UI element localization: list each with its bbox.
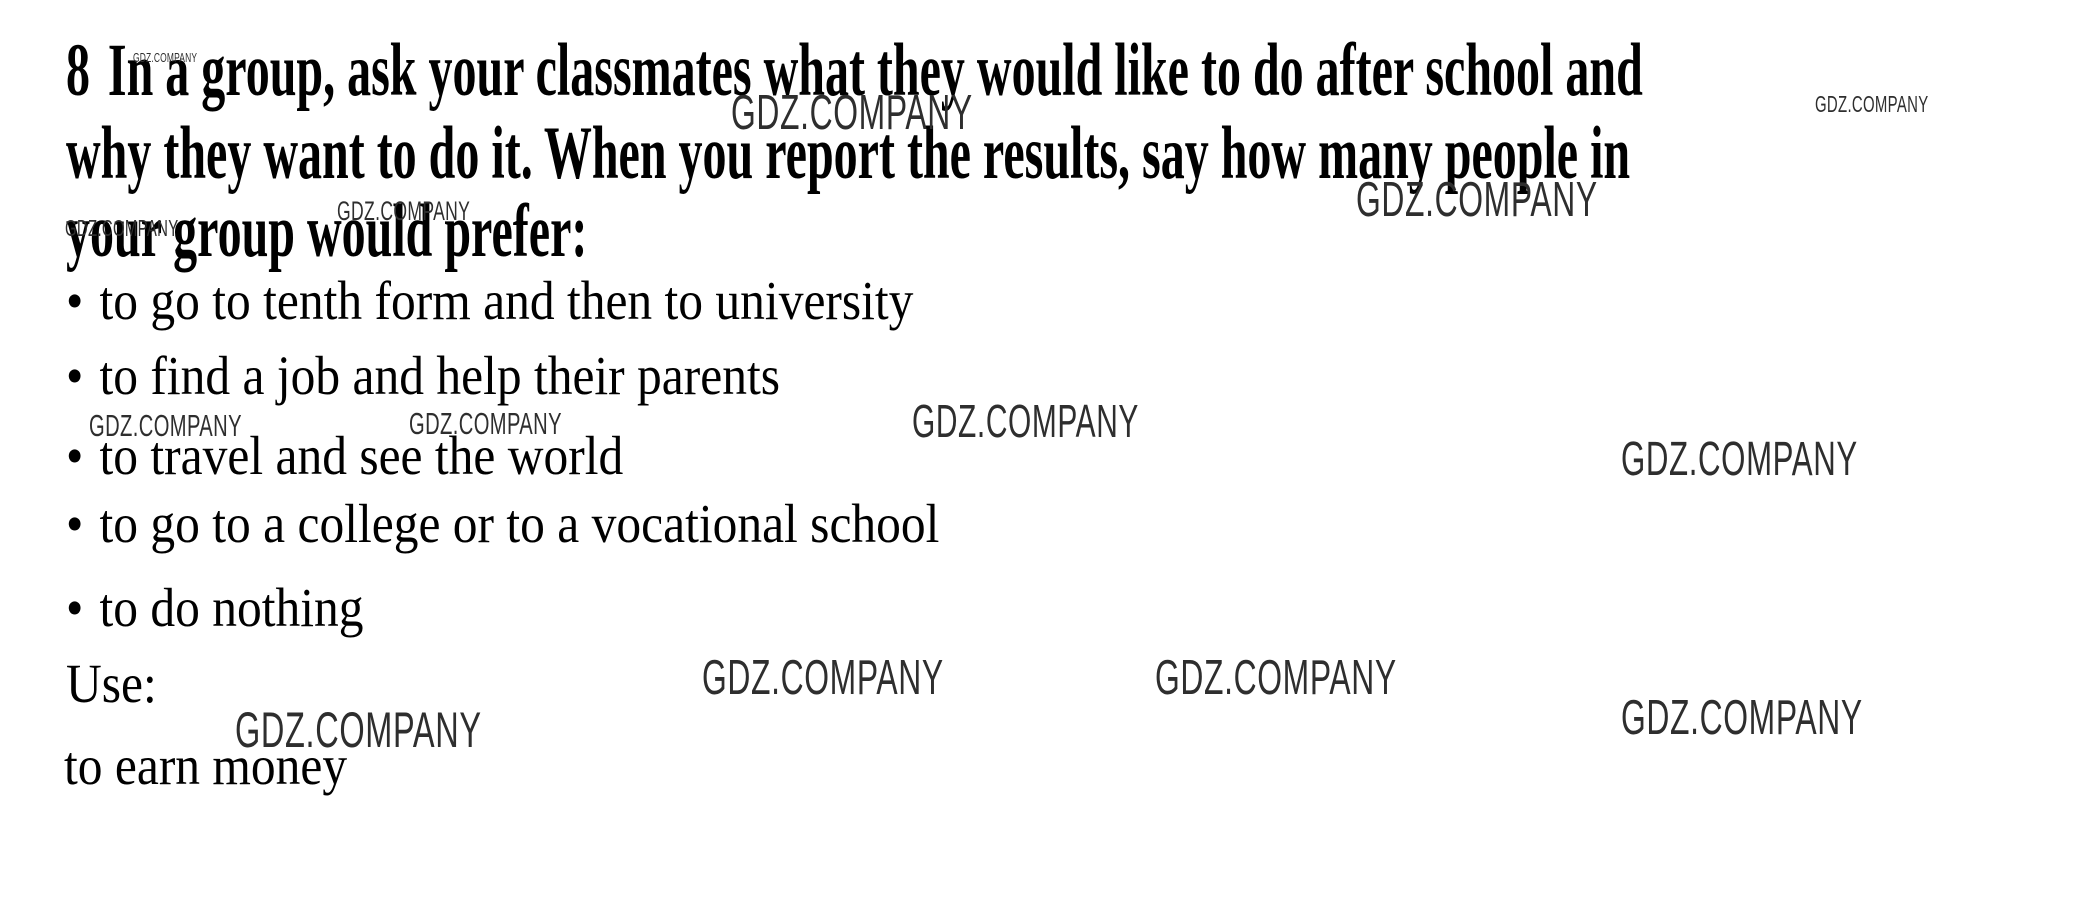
bullet-college: • to go to a college or to a vocational s… <box>66 496 939 551</box>
bullet-college-text: to go to a college or to a vocational sc… <box>99 493 940 554</box>
watermark-3: GDZ.COMPANY <box>1815 91 1929 117</box>
exercise-number: 8 <box>66 29 90 112</box>
bullet-do-nothing-text: to do nothing <box>99 577 364 638</box>
watermark-12: GDZ.COMPANY <box>1155 651 1397 705</box>
bullet-glyph: • <box>66 493 84 554</box>
bullet-glyph: • <box>66 577 84 638</box>
task-heading-text-1: In a group, ask your classmates what the… <box>107 29 1643 112</box>
bullet-do-nothing: • to do nothing <box>66 580 364 635</box>
watermark-1: GDZ.COMPANY <box>133 50 198 65</box>
task-heading-line-3: your group would prefer: <box>66 190 588 273</box>
watermark-6: GDZ.COMPANY <box>1356 173 1598 227</box>
bullet-glyph: • <box>66 270 84 331</box>
task-heading-line-2: why they want to do it. When you report … <box>66 112 1631 195</box>
watermark-13: GDZ.COMPANY <box>235 702 482 758</box>
bullet-travel-text: to travel and see the world <box>99 425 624 486</box>
bullet-glyph: • <box>66 425 84 486</box>
task-heading-line-1: 8 In a group, ask your classmates what th… <box>66 33 1643 108</box>
watermark-4: GDZ.COMPANY <box>337 196 471 226</box>
use-hint-earn-money: to earn money <box>64 735 348 796</box>
bullet-tenth-form: • to go to tenth form and then to univers… <box>66 273 913 328</box>
watermark-2: GDZ.COMPANY <box>731 86 973 140</box>
watermark-14: GDZ.COMPANY <box>1621 691 1863 745</box>
bullet-find-job-text: to find a job and help their parents <box>99 345 780 406</box>
watermark-10: GDZ.COMPANY <box>1621 433 1858 486</box>
watermark-8: GDZ.COMPANY <box>409 406 562 441</box>
use-label: Use: <box>66 653 157 714</box>
watermark-11: GDZ.COMPANY <box>702 651 944 705</box>
watermark-5: GDZ.COMPANY <box>65 215 179 241</box>
bullet-tenth-form-text: to go to tenth form and then to universi… <box>99 270 914 331</box>
bullet-find-job: • to find a job and help their parents <box>66 348 780 403</box>
bullet-glyph: • <box>66 345 84 406</box>
watermark-9: GDZ.COMPANY <box>912 395 1139 447</box>
watermark-7: GDZ.COMPANY <box>89 408 242 443</box>
bullet-travel: • to travel and see the world <box>66 428 623 483</box>
